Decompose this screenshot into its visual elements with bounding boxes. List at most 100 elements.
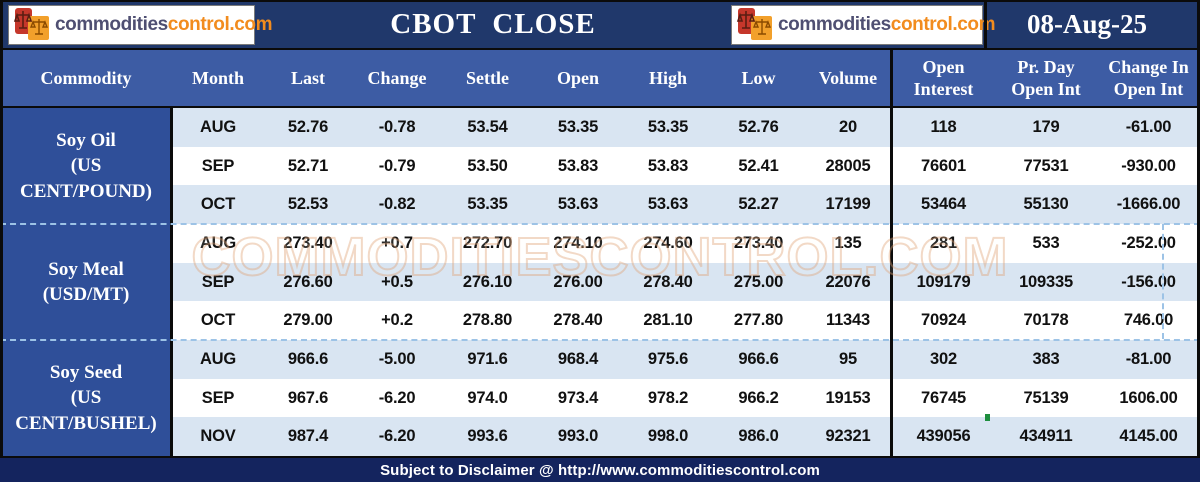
table-body: Soy Oil (US CENT/POUND) AUG 52.76 -0.78 … <box>0 108 1200 457</box>
cell-month: OCT <box>200 311 236 330</box>
column-header-commodity: Commodity <box>40 68 132 89</box>
cell-high: 998.0 <box>647 427 689 446</box>
cell-change-in-open-int: 4145.00 <box>1119 427 1178 446</box>
cell-high: 281.10 <box>643 311 693 330</box>
cell-low: 966.6 <box>738 349 779 368</box>
table-row: AUG 966.6 -5.00 971.6 968.4 975.6 966.6 … <box>172 340 1200 379</box>
selection-dashed-border <box>1162 224 1164 339</box>
cell-prev-day-open-int: 383 <box>1032 349 1060 368</box>
table-row: SEP 276.60 +0.5 276.10 276.00 278.40 275… <box>172 262 1200 302</box>
commodity-column-border <box>170 108 173 456</box>
cell-change: +0.7 <box>381 233 413 252</box>
commoditiescontrol-logo[interactable]: commoditiescontrol.com <box>8 5 273 45</box>
green-cell-marker <box>985 414 990 421</box>
logo-wordmark: commoditiescontrol.com <box>55 14 273 36</box>
cell-month: SEP <box>201 388 235 407</box>
column-header-month: Month <box>191 68 244 89</box>
column-header-low: Low <box>741 68 776 89</box>
cell-change: -6.20 <box>378 427 416 446</box>
cell-volume: 20 <box>839 117 857 136</box>
cell-high: 278.40 <box>643 272 693 291</box>
cell-month: AUG <box>199 349 237 368</box>
column-header-settle: Settle <box>466 68 509 89</box>
cell-low: 966.2 <box>738 388 779 407</box>
cell-open: 53.63 <box>557 195 599 214</box>
cell-low: 275.00 <box>733 272 784 291</box>
balance-scale-icon <box>736 8 772 40</box>
column-header-open: Open <box>556 68 599 89</box>
cell-volume: 19153 <box>825 388 871 407</box>
cell-settle: 971.6 <box>467 349 508 368</box>
logo-wordmark: commoditiescontrol.com <box>778 14 996 36</box>
commodity-label-soy-oil: Soy Oil (US CENT/POUND) <box>0 108 172 224</box>
logo-text-commodities: commodities <box>778 14 891 35</box>
cell-prev-day-open-int: 434911 <box>1019 427 1073 446</box>
logo-text-commodities: commodities <box>55 14 168 35</box>
cell-last: 273.40 <box>283 233 333 252</box>
cell-prev-day-open-int: 70178 <box>1023 311 1069 330</box>
cell-volume: 22076 <box>825 272 871 291</box>
cell-prev-day-open-int: 75139 <box>1023 388 1069 407</box>
table-row: AUG 52.76 -0.78 53.54 53.35 53.35 52.76 … <box>172 108 1200 147</box>
cell-prev-day-open-int: 109335 <box>1019 272 1073 291</box>
cell-open-interest: 302 <box>930 349 957 368</box>
cell-change: -5.00 <box>378 349 416 368</box>
cell-change-in-open-int: 746.00 <box>1123 311 1174 330</box>
cell-low: 52.41 <box>738 156 779 175</box>
cell-last: 966.6 <box>287 349 329 368</box>
cell-change: -0.78 <box>378 117 416 136</box>
cell-settle: 993.6 <box>467 427 508 446</box>
cell-change-in-open-int: -930.00 <box>1121 156 1176 175</box>
cell-low: 52.27 <box>738 195 779 214</box>
cell-change-in-open-int: 1606.00 <box>1119 388 1178 407</box>
cell-open: 973.4 <box>557 388 599 407</box>
cell-last: 987.4 <box>287 427 329 446</box>
cell-open-interest: 109179 <box>916 272 971 291</box>
cell-change-in-open-int: -61.00 <box>1125 117 1172 136</box>
column-header-high: High <box>648 68 687 89</box>
disclaimer-footer[interactable]: Subject to Disclaimer @ http://www.commo… <box>0 456 1200 482</box>
table-row: OCT 52.53 -0.82 53.35 53.63 53.63 52.27 … <box>172 185 1200 225</box>
cell-open-interest: 76601 <box>921 156 966 175</box>
cell-low: 52.76 <box>738 117 779 136</box>
table-row: NOV 987.4 -6.20 993.6 993.0 998.0 986.0 … <box>172 417 1200 457</box>
header-bottom-border <box>0 106 1200 108</box>
cell-change: -0.79 <box>378 156 416 175</box>
cell-open: 276.00 <box>553 272 603 291</box>
cell-prev-day-open-int: 55130 <box>1023 195 1069 214</box>
cell-open: 53.35 <box>557 117 599 136</box>
cell-settle: 974.0 <box>467 388 508 407</box>
cell-prev-day-open-int: 179 <box>1032 117 1060 136</box>
group-soy-seed: Soy Seed (US CENT/BUSHEL) AUG 966.6 -5.0… <box>0 340 1200 457</box>
column-header-volume: Volume <box>818 68 878 89</box>
cell-volume: 11343 <box>826 311 870 330</box>
cell-change: -6.20 <box>378 388 416 407</box>
cell-settle: 276.10 <box>462 272 513 291</box>
table-row: AUG 273.40 +0.7 272.70 274.10 274.60 273… <box>172 224 1200 263</box>
cell-month: SEP <box>201 156 235 175</box>
commoditiescontrol-logo-secondary[interactable]: commoditiescontrol.com <box>731 5 996 45</box>
cell-open: 968.4 <box>557 349 599 368</box>
cell-prev-day-open-int: 533 <box>1032 233 1060 252</box>
cell-change: -0.82 <box>378 195 416 214</box>
cell-high: 978.2 <box>647 388 689 407</box>
cell-open-interest: 118 <box>930 117 957 136</box>
cell-high: 274.60 <box>643 233 693 252</box>
cell-last: 276.60 <box>283 272 333 291</box>
group-soy-meal: Soy Meal (USD/MT) AUG 273.40 +0.7 272.70… <box>0 224 1200 340</box>
top-bar: commoditiescontrol.com CBOT CLOSE commod… <box>0 0 1200 50</box>
cell-high: 53.35 <box>647 117 689 136</box>
volume-oi-divider <box>890 50 893 456</box>
cell-last: 52.76 <box>287 117 329 136</box>
table-row: SEP 52.71 -0.79 53.50 53.83 53.83 52.41 … <box>172 147 1200 186</box>
cell-change-in-open-int: -1666.00 <box>1116 195 1181 214</box>
report-date: 08-Aug-25 <box>1027 8 1147 39</box>
cell-low: 986.0 <box>738 427 779 446</box>
cell-open-interest: 76745 <box>921 388 966 407</box>
table-row: SEP 967.6 -6.20 974.0 973.4 978.2 966.2 … <box>172 379 1200 418</box>
cell-open: 274.10 <box>553 233 603 252</box>
column-header-change-in-open-int: Change In Open Int <box>1108 57 1189 99</box>
cell-month: SEP <box>201 272 235 291</box>
table-outer-border <box>1197 0 1200 458</box>
cell-open: 993.0 <box>557 427 599 446</box>
